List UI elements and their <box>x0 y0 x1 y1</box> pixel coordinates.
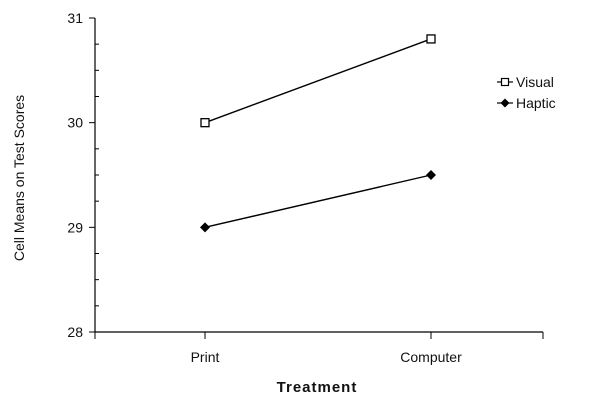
series-lines <box>204 38 432 229</box>
point-visual-print <box>200 118 210 128</box>
y-tick-label: 30 <box>67 115 83 131</box>
x-tick-label: Print <box>191 349 220 365</box>
axes <box>94 18 543 333</box>
legend-item-visual: Visual <box>497 74 554 90</box>
x-axis-label: Treatment <box>277 379 358 396</box>
series-line-haptic <box>204 174 432 229</box>
series-markers <box>200 34 436 233</box>
y-tick-label: 31 <box>67 10 83 26</box>
y-axis-label: Cell Means on Test Scores <box>11 95 27 261</box>
point-haptic-print <box>200 222 210 233</box>
series-line-visual <box>204 38 432 124</box>
legend-marker-visual <box>500 77 510 87</box>
x-tick-label: Computer <box>400 349 462 365</box>
y-tick-label: 28 <box>67 324 83 340</box>
tick-labels: 28 29 30 31 Print Computer <box>67 10 462 365</box>
legend-label-haptic: Haptic <box>516 95 556 111</box>
legend: Visual Haptic <box>497 74 556 111</box>
point-haptic-computer <box>426 170 436 180</box>
y-tick-label: 29 <box>67 219 83 235</box>
point-visual-computer <box>426 34 436 44</box>
legend-marker-haptic <box>500 98 510 108</box>
legend-label-visual: Visual <box>516 74 554 90</box>
tick-marks <box>89 17 544 339</box>
legend-item-haptic: Haptic <box>497 95 556 111</box>
